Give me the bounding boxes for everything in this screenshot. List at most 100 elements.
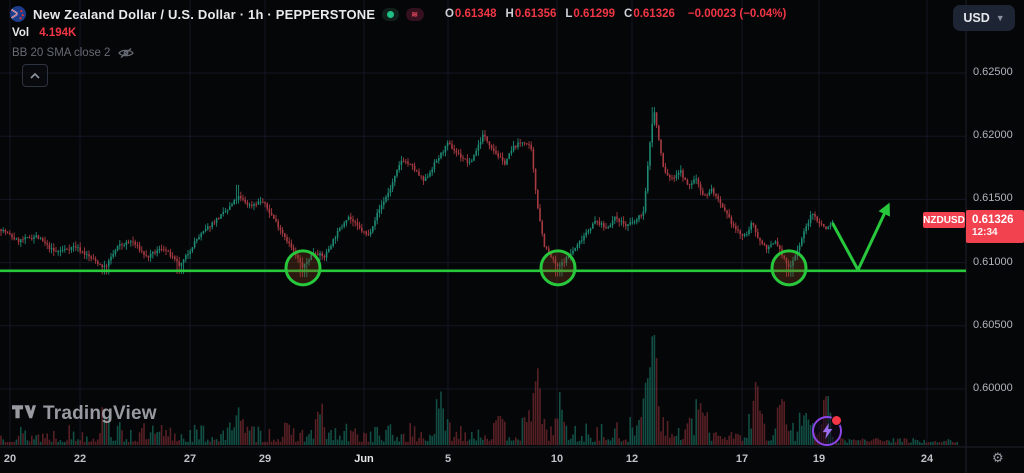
volume-bar (416, 441, 418, 445)
candle-body (103, 265, 106, 268)
volume-bar (805, 412, 807, 445)
candle-body (691, 183, 693, 185)
candle-body (99, 264, 101, 265)
candle-body (105, 265, 108, 267)
volume-bar (286, 423, 288, 445)
candle-body (754, 224, 757, 233)
time-axis-tick[interactable]: 20 (3, 453, 17, 465)
candle-body (385, 196, 387, 202)
symbol-price-tag[interactable]: NZDUSD (923, 212, 965, 228)
candle-body (321, 253, 323, 256)
volume-bar (253, 426, 255, 445)
candle-body (251, 204, 253, 206)
volume-bar (807, 419, 810, 445)
volume-bar (572, 434, 574, 445)
volume-bar (303, 441, 306, 445)
volume-bar (136, 441, 139, 445)
time-axis-tick[interactable]: 17 (735, 453, 749, 465)
price-axis-tick[interactable]: 0.60500 (973, 318, 1013, 331)
candle-body (798, 245, 801, 251)
volume-bar (224, 439, 227, 445)
session-status-icon[interactable]: ≋ (406, 7, 424, 21)
volume-bar (603, 437, 605, 445)
time-axis-tick[interactable]: 10 (550, 453, 564, 465)
volume-bar (486, 438, 488, 445)
indicator-legend[interactable]: BB 20 SMA close 2 (12, 47, 135, 59)
volume-bar (677, 427, 680, 445)
volume-bar (561, 409, 563, 445)
volume-bar (735, 433, 737, 445)
volume-bar (94, 441, 97, 445)
volume-bar (121, 430, 123, 445)
price-axis-tick[interactable]: 0.61500 (973, 192, 1013, 205)
candle-body (138, 245, 141, 251)
tradingview-watermark-text: TradingView (43, 403, 157, 424)
candle-body (473, 155, 475, 161)
volume-bar (110, 437, 112, 445)
candle-body (42, 238, 44, 242)
time-axis-tick[interactable]: 19 (812, 453, 826, 465)
volume-bar (4, 441, 7, 445)
market-open-indicator[interactable] (382, 7, 400, 21)
volume-bar (248, 430, 251, 445)
volume-bar (713, 432, 715, 445)
axis-settings-gear-icon[interactable]: ⚙ (992, 450, 1004, 465)
time-axis-tick[interactable]: 27 (183, 453, 197, 465)
volume-bar (343, 431, 345, 445)
price-axis-tick[interactable]: 0.61000 (973, 255, 1013, 268)
volume-bar (400, 434, 403, 445)
candle-body (647, 165, 649, 192)
candle-body (356, 222, 359, 226)
volume-bar (697, 409, 700, 445)
volume-bar (433, 433, 436, 445)
volume-bar (888, 440, 890, 445)
candle-body (68, 249, 70, 251)
volume-bar (33, 439, 35, 445)
time-axis-tick[interactable]: 5 (444, 453, 452, 465)
volume-bar (774, 428, 777, 445)
time-axis-tick[interactable]: 22 (73, 453, 87, 465)
volume-bar (684, 429, 686, 445)
volume-bar (86, 436, 88, 445)
volume-bar (750, 428, 752, 445)
candle-body (165, 249, 167, 251)
candle-body (215, 218, 218, 223)
price-axis-tick[interactable]: 0.62500 (973, 66, 1013, 78)
tradingview-watermark[interactable]: TradingView (12, 403, 157, 425)
volume-label: Vol (12, 27, 30, 39)
candle-body (453, 148, 455, 151)
candle-body (127, 241, 130, 243)
volume-bar (523, 417, 526, 445)
candle-body (317, 253, 319, 256)
low-value: 0.61299 (573, 8, 615, 20)
time-axis-tick[interactable]: 29 (258, 453, 272, 465)
volume-bar (605, 440, 607, 445)
candle-body (827, 226, 829, 230)
price-axis-tick[interactable]: 0.60000 (973, 382, 1013, 394)
candle-body (416, 170, 418, 172)
currency-selector-button[interactable]: USD ▼ (953, 5, 1015, 31)
eye-off-icon[interactable] (118, 47, 135, 59)
volume-bar (908, 442, 910, 445)
volume-bar (462, 440, 464, 445)
volume-bar (598, 440, 601, 445)
symbol-title[interactable]: New Zealand Dollar / U.S. Dollar · 1h · … (33, 6, 376, 22)
volume-bar (653, 335, 656, 445)
close-value: 0.61326 (633, 8, 675, 20)
flash-news-button[interactable] (812, 415, 842, 446)
candle-body (609, 225, 612, 228)
pane-collapse-button[interactable] (22, 64, 48, 87)
time-axis-tick[interactable]: 24 (920, 453, 934, 465)
volume-bar (515, 437, 517, 445)
candle-body (299, 258, 301, 263)
last-price-badge[interactable]: 0.61326 12:34 (966, 210, 1024, 243)
price-axis-tick[interactable]: 0.62000 (973, 129, 1013, 142)
time-axis-tick[interactable]: 12 (625, 453, 639, 465)
volume-legend[interactable]: Vol 4.194K (12, 27, 76, 39)
candle-body (686, 179, 689, 185)
candle-body (759, 237, 761, 241)
time-axis-tick[interactable]: Jun (354, 453, 374, 465)
candle-body (33, 236, 35, 239)
candle-body (413, 165, 416, 171)
